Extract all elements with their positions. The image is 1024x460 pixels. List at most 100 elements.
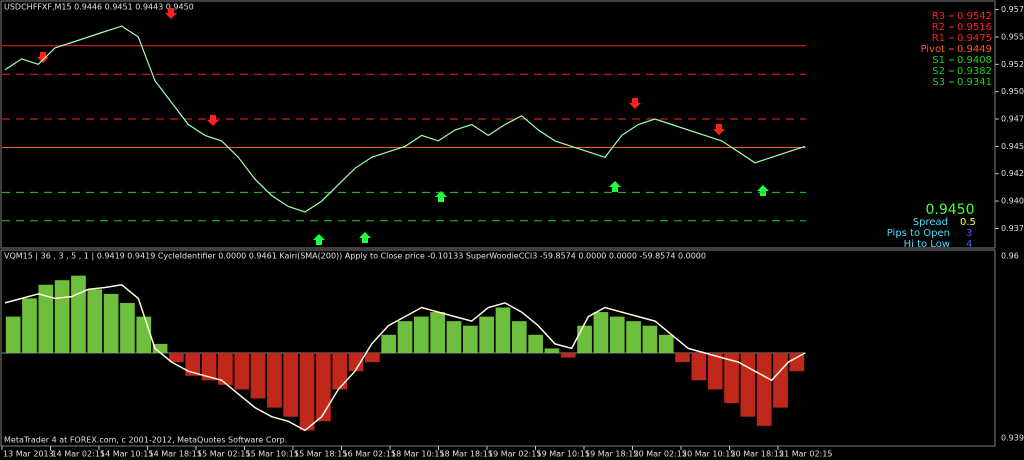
histogram-bar: [724, 353, 739, 404]
date-label: 19 Mar 18:15: [585, 450, 638, 459]
histogram-bar: [413, 316, 429, 353]
date-label: 15 Mar 18:15: [294, 450, 347, 459]
pips-label: Pips to Open: [887, 228, 950, 239]
histogram-bar: [593, 312, 609, 353]
spread-value: 0.5: [960, 217, 976, 228]
buy-arrow: [757, 185, 769, 196]
histogram-bar: [54, 280, 70, 353]
pivot-value: 0.9341: [957, 77, 992, 88]
date-label: 15 Mar 10:15: [246, 450, 299, 459]
close-line: [4, 25, 806, 213]
histogram-bar: [397, 321, 413, 353]
sell-arrow: [713, 124, 725, 135]
price-panel: [0, 0, 996, 249]
histogram-bar: [22, 298, 37, 353]
date-label: 18 Mar 18:15: [440, 450, 493, 459]
histogram-bar: [560, 353, 576, 358]
sell-arrow: [629, 98, 641, 109]
sell-arrows: [37, 8, 725, 135]
histogram-bar: [250, 353, 266, 399]
date-label: 14 Mar 10:15: [100, 450, 153, 459]
buy-arrows: [313, 181, 769, 245]
sell-arrow: [37, 52, 49, 63]
histogram-bar: [430, 312, 445, 353]
sell-arrow: [165, 8, 177, 19]
pivot-name: S2: [932, 66, 945, 77]
indicator-axis-label: 0.96: [1001, 252, 1019, 261]
histogram-bar: [201, 353, 217, 381]
date-label: 18 Mar 10:15: [391, 450, 444, 459]
buy-arrow: [313, 234, 325, 245]
histogram-bar: [234, 353, 250, 390]
histogram-bar: [71, 275, 86, 353]
histogram-bar: [5, 316, 21, 353]
histogram-bar: [495, 307, 511, 353]
date-label: 19 Mar 10:15: [537, 450, 590, 459]
pivot-name: R3: [932, 11, 945, 22]
pips-value: 3: [966, 228, 972, 239]
buy-arrow: [609, 181, 621, 192]
histogram-bar: [691, 353, 707, 381]
y-tick-label: 0.9425: [1001, 169, 1024, 178]
pivot-value: 0.9449: [957, 44, 992, 55]
date-label: 20 Mar 02:15: [634, 450, 687, 459]
date-label: 14 Mar 02:15: [52, 450, 105, 459]
sell-arrow: [207, 115, 219, 126]
buy-arrow: [435, 191, 447, 202]
histogram-bar: [87, 289, 103, 353]
last-price: 0.9450: [926, 202, 975, 218]
histogram-bar: [789, 353, 805, 372]
pivot-name: S1: [932, 55, 945, 66]
histogram-bar: [756, 353, 772, 426]
histogram-bar: [658, 334, 674, 353]
pivot-value: 0.9408: [957, 55, 992, 66]
date-label: 20 Mar 18:15: [731, 450, 784, 459]
indicator-axis-label: 0.9398: [1001, 434, 1024, 443]
histogram-bar: [577, 325, 592, 353]
pivot-name: R2: [932, 22, 945, 33]
buy-arrow: [359, 232, 371, 243]
indicator-line: [4, 284, 806, 432]
histogram-bar: [773, 353, 788, 408]
histogram-bar: [707, 353, 723, 390]
date-label: 20 Mar 10:15: [682, 450, 735, 459]
pivot-value: 0.9475: [957, 33, 992, 44]
histogram-bar: [544, 348, 560, 353]
y-tick-label: 0.9450: [1001, 142, 1024, 151]
histogram-bar: [609, 316, 625, 353]
histogram-bar: [218, 353, 233, 385]
histogram-bar: [446, 321, 462, 353]
histogram-bar: [365, 353, 380, 363]
pivot-value: 0.9382: [957, 66, 992, 77]
y-tick-label: 0.9475: [1001, 115, 1024, 124]
histogram-bar: [332, 353, 348, 390]
indicator-panel: [0, 249, 996, 447]
pivot-value: 0.9516: [957, 22, 992, 33]
histogram-bar: [185, 353, 201, 376]
date-label: 15 Mar 02:15: [197, 450, 250, 459]
date-label: 13 Mar 2013: [3, 450, 54, 459]
histogram-bar: [462, 325, 478, 353]
hilo-value: 4: [966, 239, 972, 250]
histogram-bar: [103, 293, 119, 353]
histogram-bar: [299, 353, 315, 431]
pivot-name: Pivot: [920, 44, 945, 55]
pivot-name: R1: [932, 33, 945, 44]
histogram-bar: [136, 316, 152, 353]
histogram-bar: [381, 334, 397, 353]
date-label: 19 Mar 02:15: [488, 450, 541, 459]
histogram-bar: [316, 353, 331, 422]
histogram-bar: [120, 302, 135, 353]
date-label: 16 Mar 02:15: [343, 450, 396, 459]
spread-label: Spread: [913, 217, 948, 228]
histogram-bar: [740, 353, 756, 417]
y-tick-label: 0.9375: [1001, 224, 1024, 233]
pivot-name: S3: [932, 77, 945, 88]
histogram-bar: [511, 321, 527, 353]
histogram-bar: [642, 325, 658, 353]
histogram-bar: [348, 353, 364, 372]
